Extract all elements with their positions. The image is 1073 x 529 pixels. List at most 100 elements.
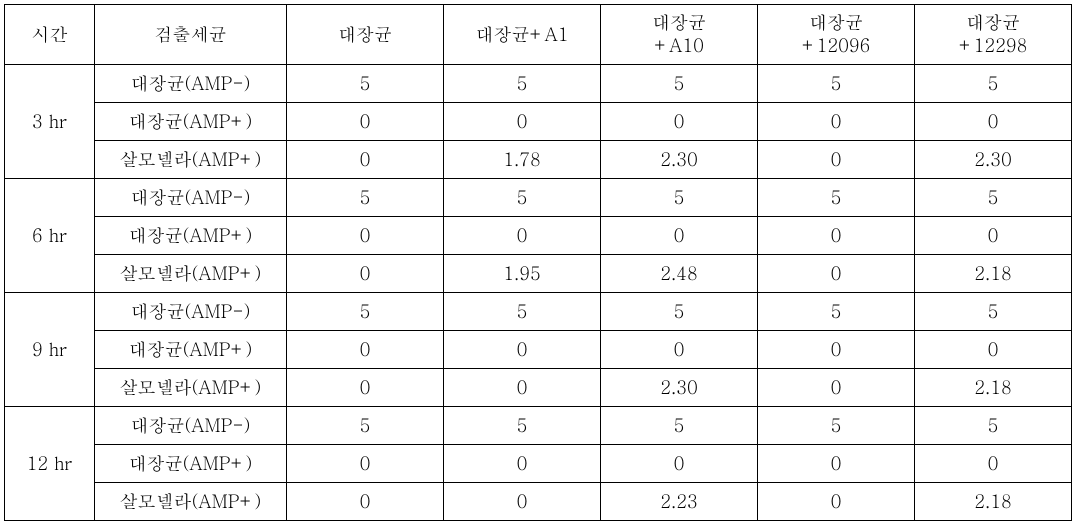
col-header-time: 시간 xyxy=(5,5,95,65)
bacteria-label-cell: 살모넬라(AMP+) xyxy=(95,140,287,178)
value-cell: 5 xyxy=(287,406,444,444)
value-cell: 0 xyxy=(601,102,758,140)
table-row: 대장균(AMP+)00000 xyxy=(5,102,1072,140)
value-cell: 2.30 xyxy=(601,140,758,178)
table-body: 3 hr대장균(AMP-)55555대장균(AMP+)00000살모넬라(AMP… xyxy=(5,64,1072,520)
value-cell: 5 xyxy=(915,64,1072,102)
value-cell: 0 xyxy=(287,102,444,140)
table-row: 3 hr대장균(AMP-)55555 xyxy=(5,64,1072,102)
time-cell: 9 hr xyxy=(5,292,95,406)
col-header-c4: 대장균 +12298 xyxy=(915,5,1072,65)
col-header-c1: 대장균+A1 xyxy=(444,5,601,65)
value-cell: 2.48 xyxy=(601,254,758,292)
value-cell: 0 xyxy=(287,482,444,520)
value-cell: 2.18 xyxy=(915,368,1072,406)
data-table: 시간 검출세균 대장균 대장균+A1 대장균 +A10 대장균 +12096 대… xyxy=(4,4,1072,521)
value-cell: 0 xyxy=(287,368,444,406)
value-cell: 2.18 xyxy=(915,482,1072,520)
value-cell: 0 xyxy=(758,368,915,406)
value-cell: 5 xyxy=(915,178,1072,216)
value-cell: 5 xyxy=(601,292,758,330)
table-row: 6 hr대장균(AMP-)55555 xyxy=(5,178,1072,216)
value-cell: 0 xyxy=(287,140,444,178)
value-cell: 0 xyxy=(758,140,915,178)
time-cell: 3 hr xyxy=(5,64,95,178)
bacteria-label-cell: 대장균(AMP-) xyxy=(95,178,287,216)
table-row: 살모넬라(AMP+)01.952.4802.18 xyxy=(5,254,1072,292)
bacteria-label-cell: 대장균(AMP+) xyxy=(95,330,287,368)
value-cell: 0 xyxy=(915,330,1072,368)
value-cell: 5 xyxy=(444,178,601,216)
bacteria-label-cell: 대장균(AMP-) xyxy=(95,64,287,102)
bacteria-label-cell: 살모넬라(AMP+) xyxy=(95,254,287,292)
value-cell: 0 xyxy=(758,102,915,140)
value-cell: 0 xyxy=(444,482,601,520)
value-cell: 0 xyxy=(601,444,758,482)
bacteria-label-cell: 대장균(AMP+) xyxy=(95,102,287,140)
col-header-c3-l2: +12096 xyxy=(802,33,871,58)
value-cell: 0 xyxy=(915,216,1072,254)
table-row: 9 hr대장균(AMP-)55555 xyxy=(5,292,1072,330)
table-row: 살모넬라(AMP+)01.782.3002.30 xyxy=(5,140,1072,178)
table-header-row: 시간 검출세균 대장균 대장균+A1 대장균 +A10 대장균 +12096 대… xyxy=(5,5,1072,65)
value-cell: 5 xyxy=(915,406,1072,444)
table-row: 대장균(AMP+)00000 xyxy=(5,330,1072,368)
col-header-c2: 대장균 +A10 xyxy=(601,5,758,65)
value-cell: 2.23 xyxy=(601,482,758,520)
value-cell: 0 xyxy=(444,368,601,406)
value-cell: 0 xyxy=(287,216,444,254)
value-cell: 0 xyxy=(758,330,915,368)
bacteria-label-cell: 살모넬라(AMP+) xyxy=(95,482,287,520)
value-cell: 5 xyxy=(601,178,758,216)
col-header-c0: 대장균 xyxy=(287,5,444,65)
value-cell: 5 xyxy=(758,178,915,216)
table-row: 살모넬라(AMP+)002.2302.18 xyxy=(5,482,1072,520)
value-cell: 0 xyxy=(758,482,915,520)
value-cell: 5 xyxy=(758,64,915,102)
table-row: 살모넬라(AMP+)002.3002.18 xyxy=(5,368,1072,406)
value-cell: 5 xyxy=(287,292,444,330)
value-cell: 5 xyxy=(601,406,758,444)
bacteria-label-cell: 살모넬라(AMP+) xyxy=(95,368,287,406)
bacteria-label-cell: 대장균(AMP-) xyxy=(95,292,287,330)
value-cell: 0 xyxy=(444,216,601,254)
col-header-c4-l1: 대장균 xyxy=(966,10,1020,35)
time-cell: 6 hr xyxy=(5,178,95,292)
value-cell: 5 xyxy=(287,178,444,216)
value-cell: 0 xyxy=(915,444,1072,482)
col-header-c4-l2: +12298 xyxy=(959,33,1028,58)
value-cell: 5 xyxy=(444,406,601,444)
value-cell: 5 xyxy=(444,292,601,330)
col-header-c3: 대장균 +12096 xyxy=(758,5,915,65)
bacteria-label-cell: 대장균(AMP+) xyxy=(95,216,287,254)
value-cell: 5 xyxy=(758,406,915,444)
value-cell: 0 xyxy=(758,254,915,292)
value-cell: 2.30 xyxy=(915,140,1072,178)
table-row: 12 hr대장균(AMP-)55555 xyxy=(5,406,1072,444)
table-row: 대장균(AMP+)00000 xyxy=(5,444,1072,482)
col-header-c3-l1: 대장균 xyxy=(809,10,863,35)
value-cell: 0 xyxy=(601,330,758,368)
value-cell: 0 xyxy=(444,444,601,482)
table-row: 대장균(AMP+)00000 xyxy=(5,216,1072,254)
value-cell: 5 xyxy=(287,64,444,102)
value-cell: 0 xyxy=(287,254,444,292)
bacteria-label-cell: 대장균(AMP+) xyxy=(95,444,287,482)
col-header-c2-l2: +A10 xyxy=(654,33,704,58)
value-cell: 0 xyxy=(758,216,915,254)
time-cell: 12 hr xyxy=(5,406,95,520)
value-cell: 0 xyxy=(444,102,601,140)
value-cell: 0 xyxy=(287,330,444,368)
col-header-c2-l1: 대장균 xyxy=(652,10,706,35)
bacteria-label-cell: 대장균(AMP-) xyxy=(95,406,287,444)
value-cell: 5 xyxy=(915,292,1072,330)
value-cell: 0 xyxy=(758,444,915,482)
value-cell: 2.18 xyxy=(915,254,1072,292)
value-cell: 5 xyxy=(444,64,601,102)
value-cell: 5 xyxy=(758,292,915,330)
value-cell: 0 xyxy=(601,216,758,254)
value-cell: 1.78 xyxy=(444,140,601,178)
value-cell: 0 xyxy=(287,444,444,482)
value-cell: 0 xyxy=(915,102,1072,140)
value-cell: 5 xyxy=(601,64,758,102)
